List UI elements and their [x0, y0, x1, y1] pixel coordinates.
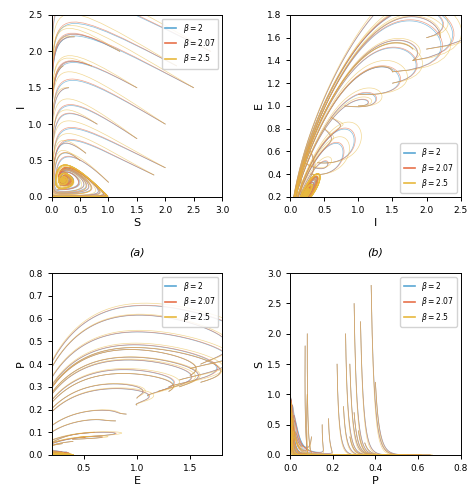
Legend: $\beta = 2$, $\beta = 2.07$, $\beta = 2.5$: $\beta = 2$, $\beta = 2.07$, $\beta = 2.… — [162, 19, 218, 68]
X-axis label: S: S — [133, 218, 141, 228]
Y-axis label: I: I — [16, 104, 25, 108]
Legend: $\beta = 2$, $\beta = 2.07$, $\beta = 2.5$: $\beta = 2$, $\beta = 2.07$, $\beta = 2.… — [400, 144, 457, 193]
X-axis label: P: P — [372, 476, 379, 486]
Legend: $\beta = 2$, $\beta = 2.07$, $\beta = 2.5$: $\beta = 2$, $\beta = 2.07$, $\beta = 2.… — [162, 277, 218, 326]
Text: (b): (b) — [368, 248, 384, 258]
X-axis label: I: I — [374, 218, 377, 228]
Y-axis label: E: E — [254, 102, 264, 110]
Text: (a): (a) — [129, 248, 145, 258]
Y-axis label: S: S — [254, 360, 264, 368]
Legend: $\beta = 2$, $\beta = 2.07$, $\beta = 2.5$: $\beta = 2$, $\beta = 2.07$, $\beta = 2.… — [400, 277, 457, 326]
X-axis label: E: E — [133, 476, 141, 486]
Y-axis label: P: P — [16, 360, 25, 368]
